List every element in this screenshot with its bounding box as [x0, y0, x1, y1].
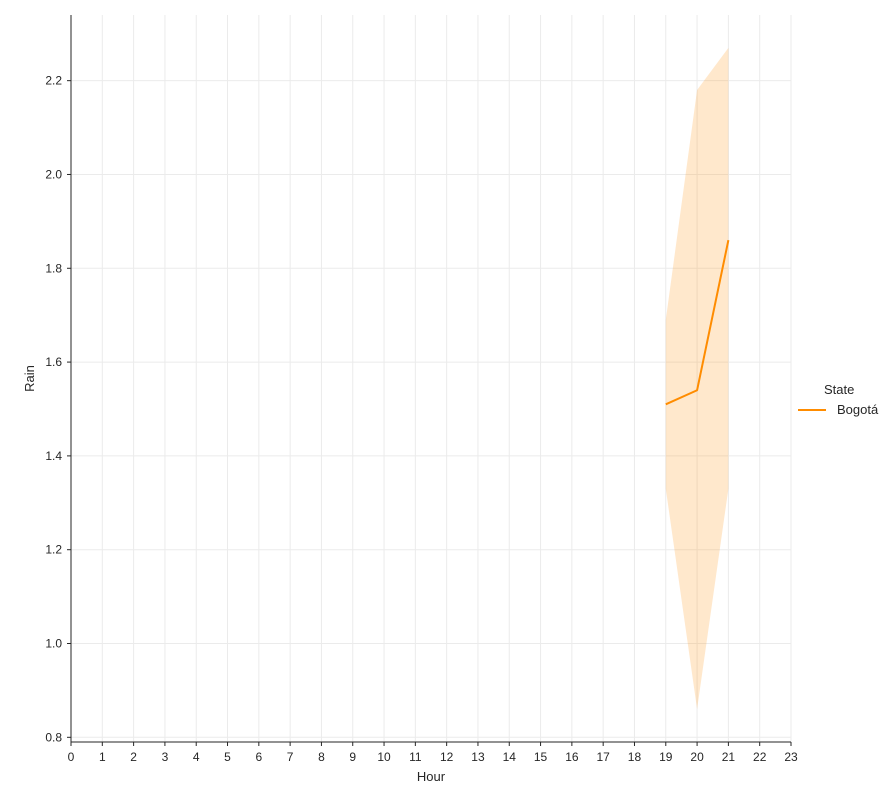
x-tick-label: 7	[287, 750, 294, 764]
y-tick-label: 2.0	[45, 167, 62, 181]
y-axis-title: Rain	[22, 365, 37, 392]
x-tick-label: 3	[162, 750, 169, 764]
x-tick-label: 23	[784, 750, 798, 764]
y-tick-label: 1.4	[45, 449, 62, 463]
x-tick-label: 0	[68, 750, 75, 764]
legend: State Bogotá	[798, 382, 879, 417]
x-tick-label: 19	[659, 750, 673, 764]
series-line	[665, 239, 730, 406]
x-tick-label: 21	[722, 750, 736, 764]
y-axis-ticks: 0.8 1.0 1.2 1.4 1.6 1.8 2.0 2.2	[45, 74, 71, 744]
x-tick-label: 2	[130, 750, 137, 764]
x-tick-label: 16	[565, 750, 579, 764]
x-tick-label: 20	[690, 750, 704, 764]
y-tick-label: 1.8	[45, 261, 62, 275]
x-tick-label: 22	[753, 750, 767, 764]
x-tick-label: 17	[596, 750, 610, 764]
legend-items: Bogotá	[798, 402, 879, 417]
y-tick-label: 2.2	[45, 74, 62, 88]
x-axis-title: Hour	[417, 769, 446, 784]
x-tick-label: 8	[318, 750, 325, 764]
x-gridlines	[70, 15, 792, 742]
x-tick-label: 6	[255, 750, 262, 764]
x-axis-ticks: 0 1 2 3 4 5 6 7 8 9 10 11 12 13 14 15 16 17 18 19 20 21 22 23	[68, 742, 798, 764]
y-tick-label: 1.2	[45, 543, 62, 557]
x-tick-label: 9	[349, 750, 356, 764]
y-tick-label: 1.6	[45, 355, 62, 369]
legend-label: Bogotá	[837, 402, 879, 417]
x-tick-label: 18	[628, 750, 642, 764]
x-tick-label: 11	[409, 750, 422, 764]
x-tick-label: 5	[224, 750, 231, 764]
x-tick-label: 13	[471, 750, 485, 764]
x-tick-label: 4	[193, 750, 200, 764]
y-tick-label: 1.0	[45, 637, 62, 651]
x-tick-label: 1	[99, 750, 106, 764]
confidence-band	[665, 47, 729, 710]
y-gridlines	[71, 80, 791, 738]
legend-title: State	[824, 382, 854, 397]
y-tick-label: 0.8	[45, 730, 62, 744]
x-tick-label: 12	[440, 750, 454, 764]
confidence-bands	[665, 47, 729, 710]
x-tick-label: 15	[534, 750, 548, 764]
x-tick-label: 14	[503, 750, 517, 764]
x-tick-label: 10	[377, 750, 391, 764]
series-lines	[665, 239, 730, 406]
